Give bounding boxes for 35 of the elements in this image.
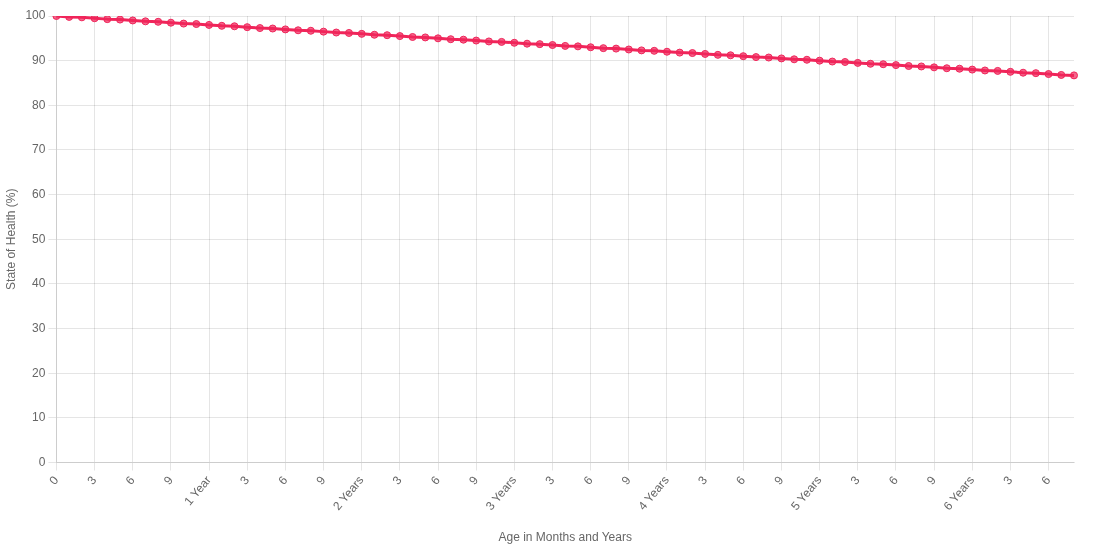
y-tick-label: 80 [32, 97, 46, 112]
x-tick-label: 3 [1000, 472, 1016, 488]
y-tick-label: 0 [38, 454, 46, 469]
y-tick-label: 40 [32, 276, 46, 291]
x-tick-label: 9 [313, 472, 329, 488]
y-tick-label: 30 [32, 320, 46, 335]
x-tick-label: 3 [847, 472, 863, 488]
x-tick-label: 6 [275, 472, 291, 488]
x-tick-label: 9 [160, 472, 176, 488]
y-tick-label: 100 [25, 8, 46, 23]
x-tick-label: 9 [466, 472, 482, 488]
y-tick-label: 70 [32, 142, 46, 157]
x-tick-label: 9 [618, 472, 634, 488]
x-tick-label: 3 [84, 472, 100, 488]
x-tick-label: 6 [733, 472, 749, 488]
x-tick-label: 0 [46, 472, 62, 488]
x-tick-label: 3 [542, 472, 558, 488]
x-axis-title: Age in Months and Years [498, 530, 632, 545]
y-tick-label: 20 [32, 365, 46, 380]
x-tick-label: 9 [771, 472, 787, 488]
y-tick-label: 90 [32, 52, 46, 67]
x-tick-label: 3 [694, 472, 711, 488]
x-tick-label: 6 [580, 472, 596, 488]
y-tick-label: 60 [32, 186, 46, 201]
x-tick-label: 6 [885, 472, 901, 488]
x-tick-label: 9 [923, 472, 940, 488]
x-tick-label: 6 [427, 472, 444, 488]
y-tick-label: 50 [32, 231, 46, 246]
y-axis-title: State of Health (%) [3, 188, 18, 290]
y-tick-label: 10 [32, 410, 46, 425]
x-tick-label: 6 [122, 472, 138, 488]
x-tick-label: 3 [389, 472, 405, 488]
x-tick-label: 1 Year [181, 473, 214, 509]
x-tick-label: 3 [237, 472, 253, 488]
x-tick-label: 6 [1038, 472, 1054, 488]
